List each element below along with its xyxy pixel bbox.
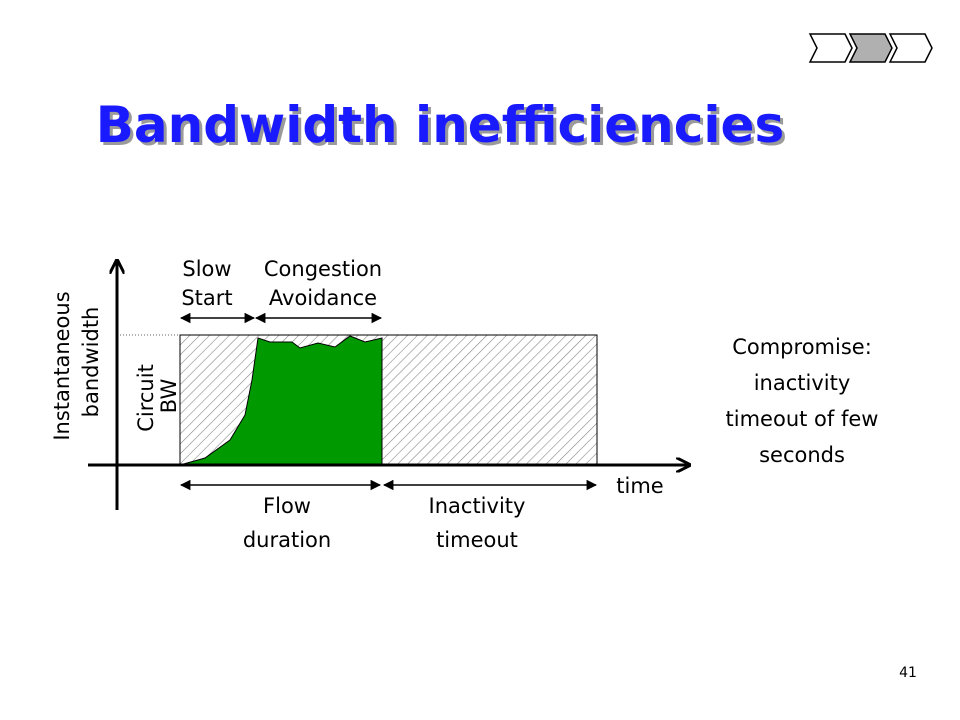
note: seconds xyxy=(759,443,845,467)
label: Flow xyxy=(263,494,311,518)
page-number: 41 xyxy=(899,665,917,681)
used-bandwidth xyxy=(179,335,383,466)
label: Avoidance xyxy=(269,286,377,310)
label: Slow xyxy=(182,257,231,281)
y-axis-label: Instantaneous xyxy=(50,291,74,440)
label: timeout xyxy=(436,528,518,552)
x-axis-label: time xyxy=(616,474,663,498)
note: Compromise: xyxy=(732,335,872,359)
note: inactivity xyxy=(754,371,851,395)
label: Start xyxy=(181,286,232,310)
circuit-label: BW xyxy=(157,379,181,414)
label: Congestion xyxy=(264,257,382,281)
label: duration xyxy=(243,528,331,552)
circuit-label: Circuit xyxy=(134,364,158,432)
title-shadow: Bandwidth inefficiencies xyxy=(99,99,787,157)
note: timeout of few xyxy=(726,407,879,431)
label: Inactivity xyxy=(429,494,526,518)
title: Bandwidth inefficiencies xyxy=(96,96,784,154)
nav-chevrons xyxy=(808,33,933,63)
y-axis-label: bandwidth xyxy=(79,307,103,418)
